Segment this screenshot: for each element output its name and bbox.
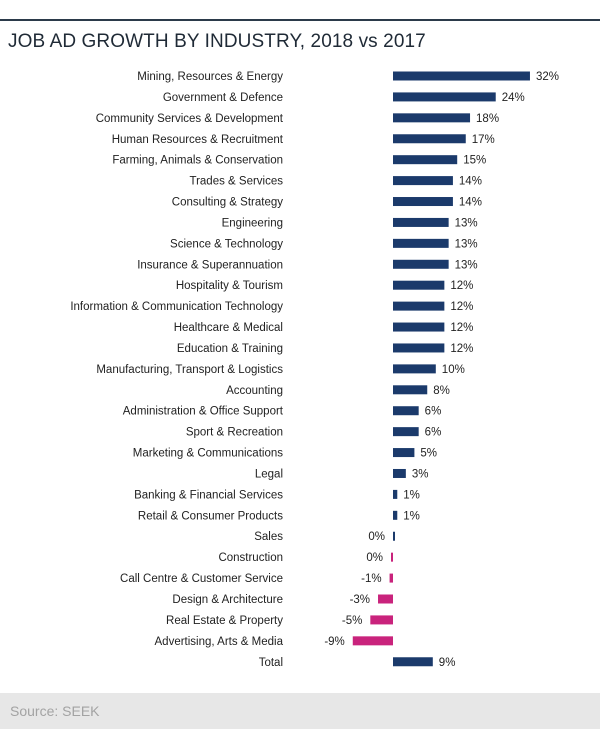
value-label-insurance-and-superannuation: 13% xyxy=(455,259,478,271)
category-label-legal: Legal xyxy=(255,468,283,480)
category-label-hospitality-and-tourism: Hospitality & Tourism xyxy=(176,280,283,292)
value-label-sport-and-recreation: 6% xyxy=(425,427,442,439)
value-label-advertising-arts-and-media: -9% xyxy=(324,636,344,648)
bar-legal xyxy=(393,468,406,478)
category-label-farming-animals-and-conservation: Farming, Animals & Conservation xyxy=(112,155,283,167)
category-label-science-and-technology: Science & Technology xyxy=(170,238,283,250)
chart-title: JOB AD GROWTH BY INDUSTRY, 2018 vs 2017 xyxy=(8,31,426,52)
source-footer: Source: SEEK xyxy=(0,693,600,729)
bar-call-centre-and-customer-service xyxy=(389,573,393,583)
category-label-sales: Sales xyxy=(254,531,283,543)
value-label-total: 9% xyxy=(439,657,456,669)
value-label-farming-animals-and-conservation: 15% xyxy=(463,155,486,167)
value-label-call-centre-and-customer-service: -1% xyxy=(361,573,381,585)
category-label-sport-and-recreation: Sport & Recreation xyxy=(186,427,283,439)
value-label-construction: 0% xyxy=(366,552,383,564)
top-rule xyxy=(0,19,600,21)
bar-banking-and-financial-services xyxy=(393,489,398,499)
bar-total xyxy=(393,657,433,667)
value-label-mining-resources-and-energy: 32% xyxy=(536,71,559,83)
bar-hospitality-and-tourism xyxy=(393,280,445,290)
bar-insurance-and-superannuation xyxy=(393,259,449,269)
value-label-trades-and-services: 14% xyxy=(459,176,482,188)
value-label-human-resources-and-recruitment: 17% xyxy=(472,134,495,146)
category-label-real-estate-and-property: Real Estate & Property xyxy=(166,615,283,627)
category-label-administration-and-office-support: Administration & Office Support xyxy=(123,406,284,418)
category-label-engineering: Engineering xyxy=(222,217,283,229)
value-label-real-estate-and-property: -5% xyxy=(342,615,362,627)
bar-retail-and-consumer-products xyxy=(393,510,398,520)
value-label-information-and-communication-technology: 12% xyxy=(450,301,473,313)
value-label-community-services-and-development: 18% xyxy=(476,113,499,125)
bar-engineering xyxy=(393,217,449,227)
bar-real-estate-and-property xyxy=(370,615,393,625)
value-label-banking-and-financial-services: 1% xyxy=(403,489,420,501)
bar-government-and-defence xyxy=(393,92,496,102)
category-label-total: Total xyxy=(259,657,283,669)
bar-marketing-and-communications xyxy=(393,448,415,458)
value-label-design-and-architecture: -3% xyxy=(350,594,370,606)
category-label-design-and-architecture: Design & Architecture xyxy=(172,594,283,606)
category-label-information-and-communication-technology: Information & Communication Technology xyxy=(70,301,283,313)
category-label-community-services-and-development: Community Services & Development xyxy=(96,113,284,125)
category-label-consulting-and-strategy: Consulting & Strategy xyxy=(172,197,283,209)
value-label-hospitality-and-tourism: 12% xyxy=(450,280,473,292)
category-label-government-and-defence: Government & Defence xyxy=(163,92,283,104)
value-label-government-and-defence: 24% xyxy=(502,92,525,104)
category-label-healthcare-and-medical: Healthcare & Medical xyxy=(174,322,283,334)
category-label-mining-resources-and-energy: Mining, Resources & Energy xyxy=(137,71,283,83)
value-label-accounting: 8% xyxy=(433,385,450,397)
category-label-marketing-and-communications: Marketing & Communications xyxy=(133,448,283,460)
bar-manufacturing-transport-and-logistics xyxy=(393,364,436,374)
source-label: Source: SEEK xyxy=(10,703,100,719)
value-label-retail-and-consumer-products: 1% xyxy=(403,510,420,522)
bar-chart: Mining, Resources & Energy 32% Government … xyxy=(70,71,559,669)
bar-human-resources-and-recruitment xyxy=(393,134,466,144)
category-label-manufacturing-transport-and-logistics: Manufacturing, Transport & Logistics xyxy=(96,364,283,376)
value-label-administration-and-office-support: 6% xyxy=(425,406,442,418)
bar-design-and-architecture xyxy=(378,594,393,604)
category-label-human-resources-and-recruitment: Human Resources & Recruitment xyxy=(112,134,284,146)
bar-administration-and-office-support xyxy=(393,406,419,416)
value-label-legal: 3% xyxy=(412,468,429,480)
bar-education-and-training xyxy=(393,343,445,353)
bar-advertising-arts-and-media xyxy=(352,636,393,646)
category-label-education-and-training: Education & Training xyxy=(177,343,283,355)
value-label-engineering: 13% xyxy=(455,217,478,229)
bar-sport-and-recreation xyxy=(393,427,419,437)
category-label-construction: Construction xyxy=(218,552,283,564)
value-label-science-and-technology: 13% xyxy=(455,238,478,250)
category-label-call-centre-and-customer-service: Call Centre & Customer Service xyxy=(120,573,283,585)
bar-science-and-technology xyxy=(393,238,449,248)
value-label-healthcare-and-medical: 12% xyxy=(450,322,473,334)
bar-sales xyxy=(393,531,395,541)
category-label-accounting: Accounting xyxy=(226,385,283,397)
bar-information-and-communication-technology xyxy=(393,301,445,311)
value-label-manufacturing-transport-and-logistics: 10% xyxy=(442,364,465,376)
bar-healthcare-and-medical xyxy=(393,322,445,332)
bar-mining-resources-and-energy xyxy=(393,71,530,81)
bar-community-services-and-development xyxy=(393,113,471,123)
value-label-marketing-and-communications: 5% xyxy=(420,448,437,460)
bar-trades-and-services xyxy=(393,176,453,186)
bar-farming-animals-and-conservation xyxy=(393,155,458,165)
value-label-sales: 0% xyxy=(368,531,385,543)
bar-consulting-and-strategy xyxy=(393,197,453,207)
category-label-retail-and-consumer-products: Retail & Consumer Products xyxy=(138,510,283,522)
bar-accounting xyxy=(393,385,428,395)
category-label-banking-and-financial-services: Banking & Financial Services xyxy=(134,489,283,501)
value-label-education-and-training: 12% xyxy=(450,343,473,355)
category-label-trades-and-services: Trades & Services xyxy=(189,176,283,188)
category-label-advertising-arts-and-media: Advertising, Arts & Media xyxy=(155,636,284,648)
bar-construction xyxy=(391,552,393,562)
value-label-consulting-and-strategy: 14% xyxy=(459,197,482,209)
category-label-insurance-and-superannuation: Insurance & Superannuation xyxy=(137,259,283,271)
